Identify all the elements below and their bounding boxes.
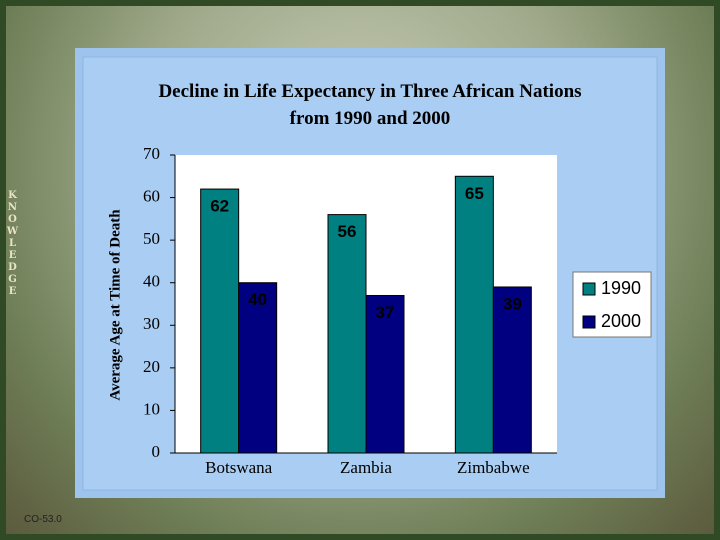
value-label: 65 bbox=[465, 184, 484, 203]
bar bbox=[492, 286, 532, 454]
y-axis-label: Average Age at Time of Death bbox=[107, 209, 123, 401]
legend-swatch bbox=[582, 282, 596, 296]
bar bbox=[454, 175, 494, 454]
y-tick-label: 0 bbox=[152, 442, 161, 461]
footer: CO-53.0 bbox=[24, 514, 62, 525]
y-tick-label: 50 bbox=[143, 229, 160, 248]
side-label: KNOWLEDGE bbox=[7, 190, 18, 298]
y-tick-label: 20 bbox=[143, 357, 160, 376]
y-tick-label: 60 bbox=[143, 186, 160, 205]
y-tick-label: 40 bbox=[143, 272, 160, 291]
value-label: 62 bbox=[210, 197, 229, 216]
y-tick-label: 30 bbox=[143, 314, 160, 333]
chart-title: Decline in Life Expectancy in Three Afri… bbox=[158, 81, 582, 129]
y-tick-label: 70 bbox=[143, 144, 160, 163]
value-label: 56 bbox=[338, 222, 357, 241]
legend-label: 2000 bbox=[601, 311, 641, 331]
bar bbox=[238, 282, 278, 454]
y-tick-label: 10 bbox=[143, 399, 160, 418]
x-tick-label: Zimbabwe bbox=[457, 458, 530, 477]
legend-label: 1990 bbox=[601, 278, 641, 298]
bar bbox=[327, 214, 367, 454]
value-label: 39 bbox=[503, 294, 522, 313]
bar bbox=[365, 294, 405, 454]
bar bbox=[200, 188, 240, 454]
value-label: 37 bbox=[376, 303, 395, 322]
x-tick-label: Zambia bbox=[340, 458, 392, 477]
legend-swatch bbox=[582, 315, 596, 329]
value-label: 40 bbox=[248, 290, 267, 309]
x-tick-label: Botswana bbox=[205, 458, 273, 477]
